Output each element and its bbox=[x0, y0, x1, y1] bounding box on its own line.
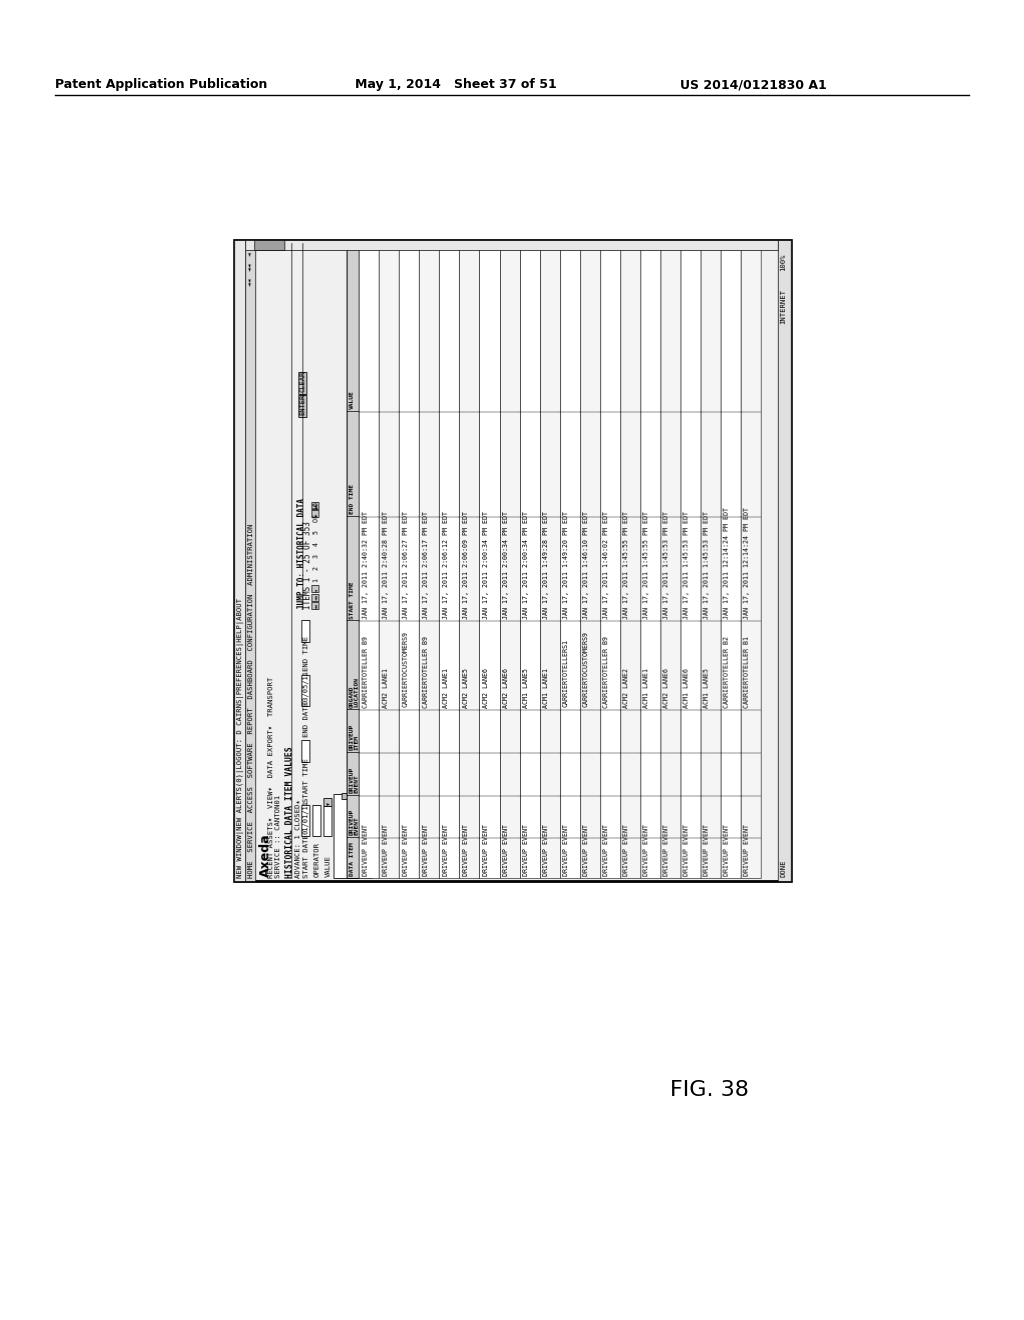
Text: May 1, 2014   Sheet 37 of 51: May 1, 2014 Sheet 37 of 51 bbox=[355, 78, 557, 91]
Text: FIG. 38: FIG. 38 bbox=[670, 1080, 749, 1100]
Text: US 2014/0121830 A1: US 2014/0121830 A1 bbox=[680, 78, 826, 91]
Text: Patent Application Publication: Patent Application Publication bbox=[55, 78, 267, 91]
